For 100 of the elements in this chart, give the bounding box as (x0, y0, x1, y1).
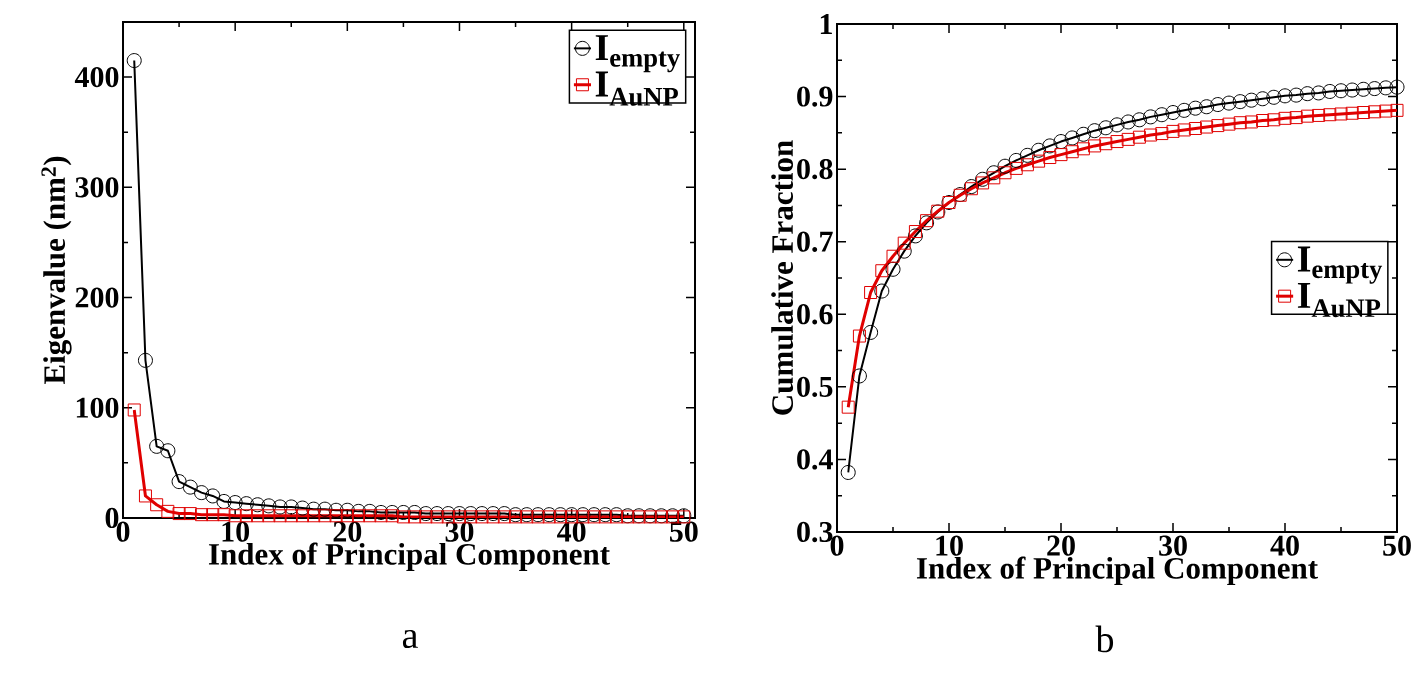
point (374, 509, 388, 523)
point (998, 166, 1012, 180)
point (474, 506, 490, 522)
point (874, 283, 890, 299)
point (997, 158, 1013, 174)
y-axis-title: Eigenvalue (nm$^{2}$) (41, 156, 72, 385)
point (1132, 130, 1146, 144)
point (1188, 121, 1202, 135)
point (875, 264, 889, 278)
point (362, 503, 378, 519)
point (126, 53, 142, 69)
point (384, 504, 400, 520)
point (1110, 135, 1124, 149)
point (907, 228, 923, 244)
x-tick-label: 30 (1159, 535, 1187, 556)
point (396, 510, 410, 524)
point (975, 171, 991, 187)
y-tick-label: 0.8 (797, 158, 833, 180)
point (851, 368, 867, 384)
point (1334, 107, 1348, 121)
point (149, 438, 165, 454)
point (295, 509, 309, 523)
point (841, 400, 855, 414)
point (284, 509, 298, 523)
point (1355, 81, 1371, 97)
point (1288, 87, 1304, 103)
point (1312, 108, 1326, 122)
point (216, 493, 232, 509)
point (1098, 120, 1114, 136)
point (451, 506, 467, 522)
point (205, 488, 221, 504)
point (430, 510, 444, 524)
point (395, 504, 411, 520)
y-tick-label: 100 (76, 397, 119, 418)
x-tick-label: 20 (333, 521, 362, 542)
point (408, 510, 422, 524)
y-tick-label: 0.9 (797, 86, 833, 107)
point (840, 464, 856, 480)
x-axis-title: Index of Principal Component (208, 542, 610, 572)
point (1368, 105, 1382, 119)
point (1344, 82, 1360, 98)
point (1267, 113, 1281, 127)
point (1087, 123, 1103, 139)
point (238, 496, 254, 512)
point (1222, 117, 1236, 131)
point (1075, 126, 1091, 142)
point (1053, 134, 1069, 150)
point (418, 506, 434, 522)
point (1333, 83, 1349, 99)
x-tick-label: 50 (670, 521, 698, 542)
x-tick-label: 10 (936, 535, 963, 556)
point (1266, 89, 1282, 105)
point (1289, 111, 1303, 125)
point (440, 506, 456, 522)
point (885, 261, 901, 277)
point (1020, 158, 1034, 172)
point (1008, 152, 1024, 168)
point (1176, 102, 1192, 118)
point (150, 498, 164, 512)
point (1109, 117, 1125, 133)
point (217, 508, 231, 522)
point (1233, 116, 1247, 130)
point (897, 236, 911, 250)
point (127, 403, 141, 417)
point (1311, 85, 1327, 101)
point (1131, 112, 1147, 128)
point (485, 506, 501, 522)
point (1143, 109, 1159, 125)
point (1356, 106, 1370, 120)
y-tick-label: 300 (75, 177, 119, 198)
point (1154, 107, 1170, 123)
point (1200, 120, 1214, 134)
point (1232, 94, 1248, 110)
point (172, 507, 186, 521)
point (908, 225, 922, 239)
x-tick-label: 30 (445, 521, 474, 542)
y-tick-label: 0.5 (797, 376, 833, 398)
point (1166, 124, 1180, 138)
point (1389, 79, 1405, 95)
point (863, 324, 879, 340)
point (1256, 114, 1270, 128)
point (486, 510, 500, 524)
point (1221, 95, 1237, 111)
point (1378, 80, 1394, 96)
point (987, 171, 1001, 185)
point (138, 489, 152, 503)
point (1211, 119, 1225, 133)
point (1255, 91, 1271, 107)
point (1088, 139, 1102, 153)
point (182, 479, 198, 495)
y-tick-label: 0.4 (797, 449, 833, 470)
point (1323, 108, 1337, 122)
x-tick-label: 20 (1047, 535, 1075, 556)
point (986, 165, 1002, 181)
point (160, 443, 176, 459)
point (307, 509, 321, 523)
point (1064, 130, 1080, 146)
point (1120, 114, 1136, 130)
y-tick-label: 200 (75, 287, 119, 308)
point (1322, 83, 1338, 99)
